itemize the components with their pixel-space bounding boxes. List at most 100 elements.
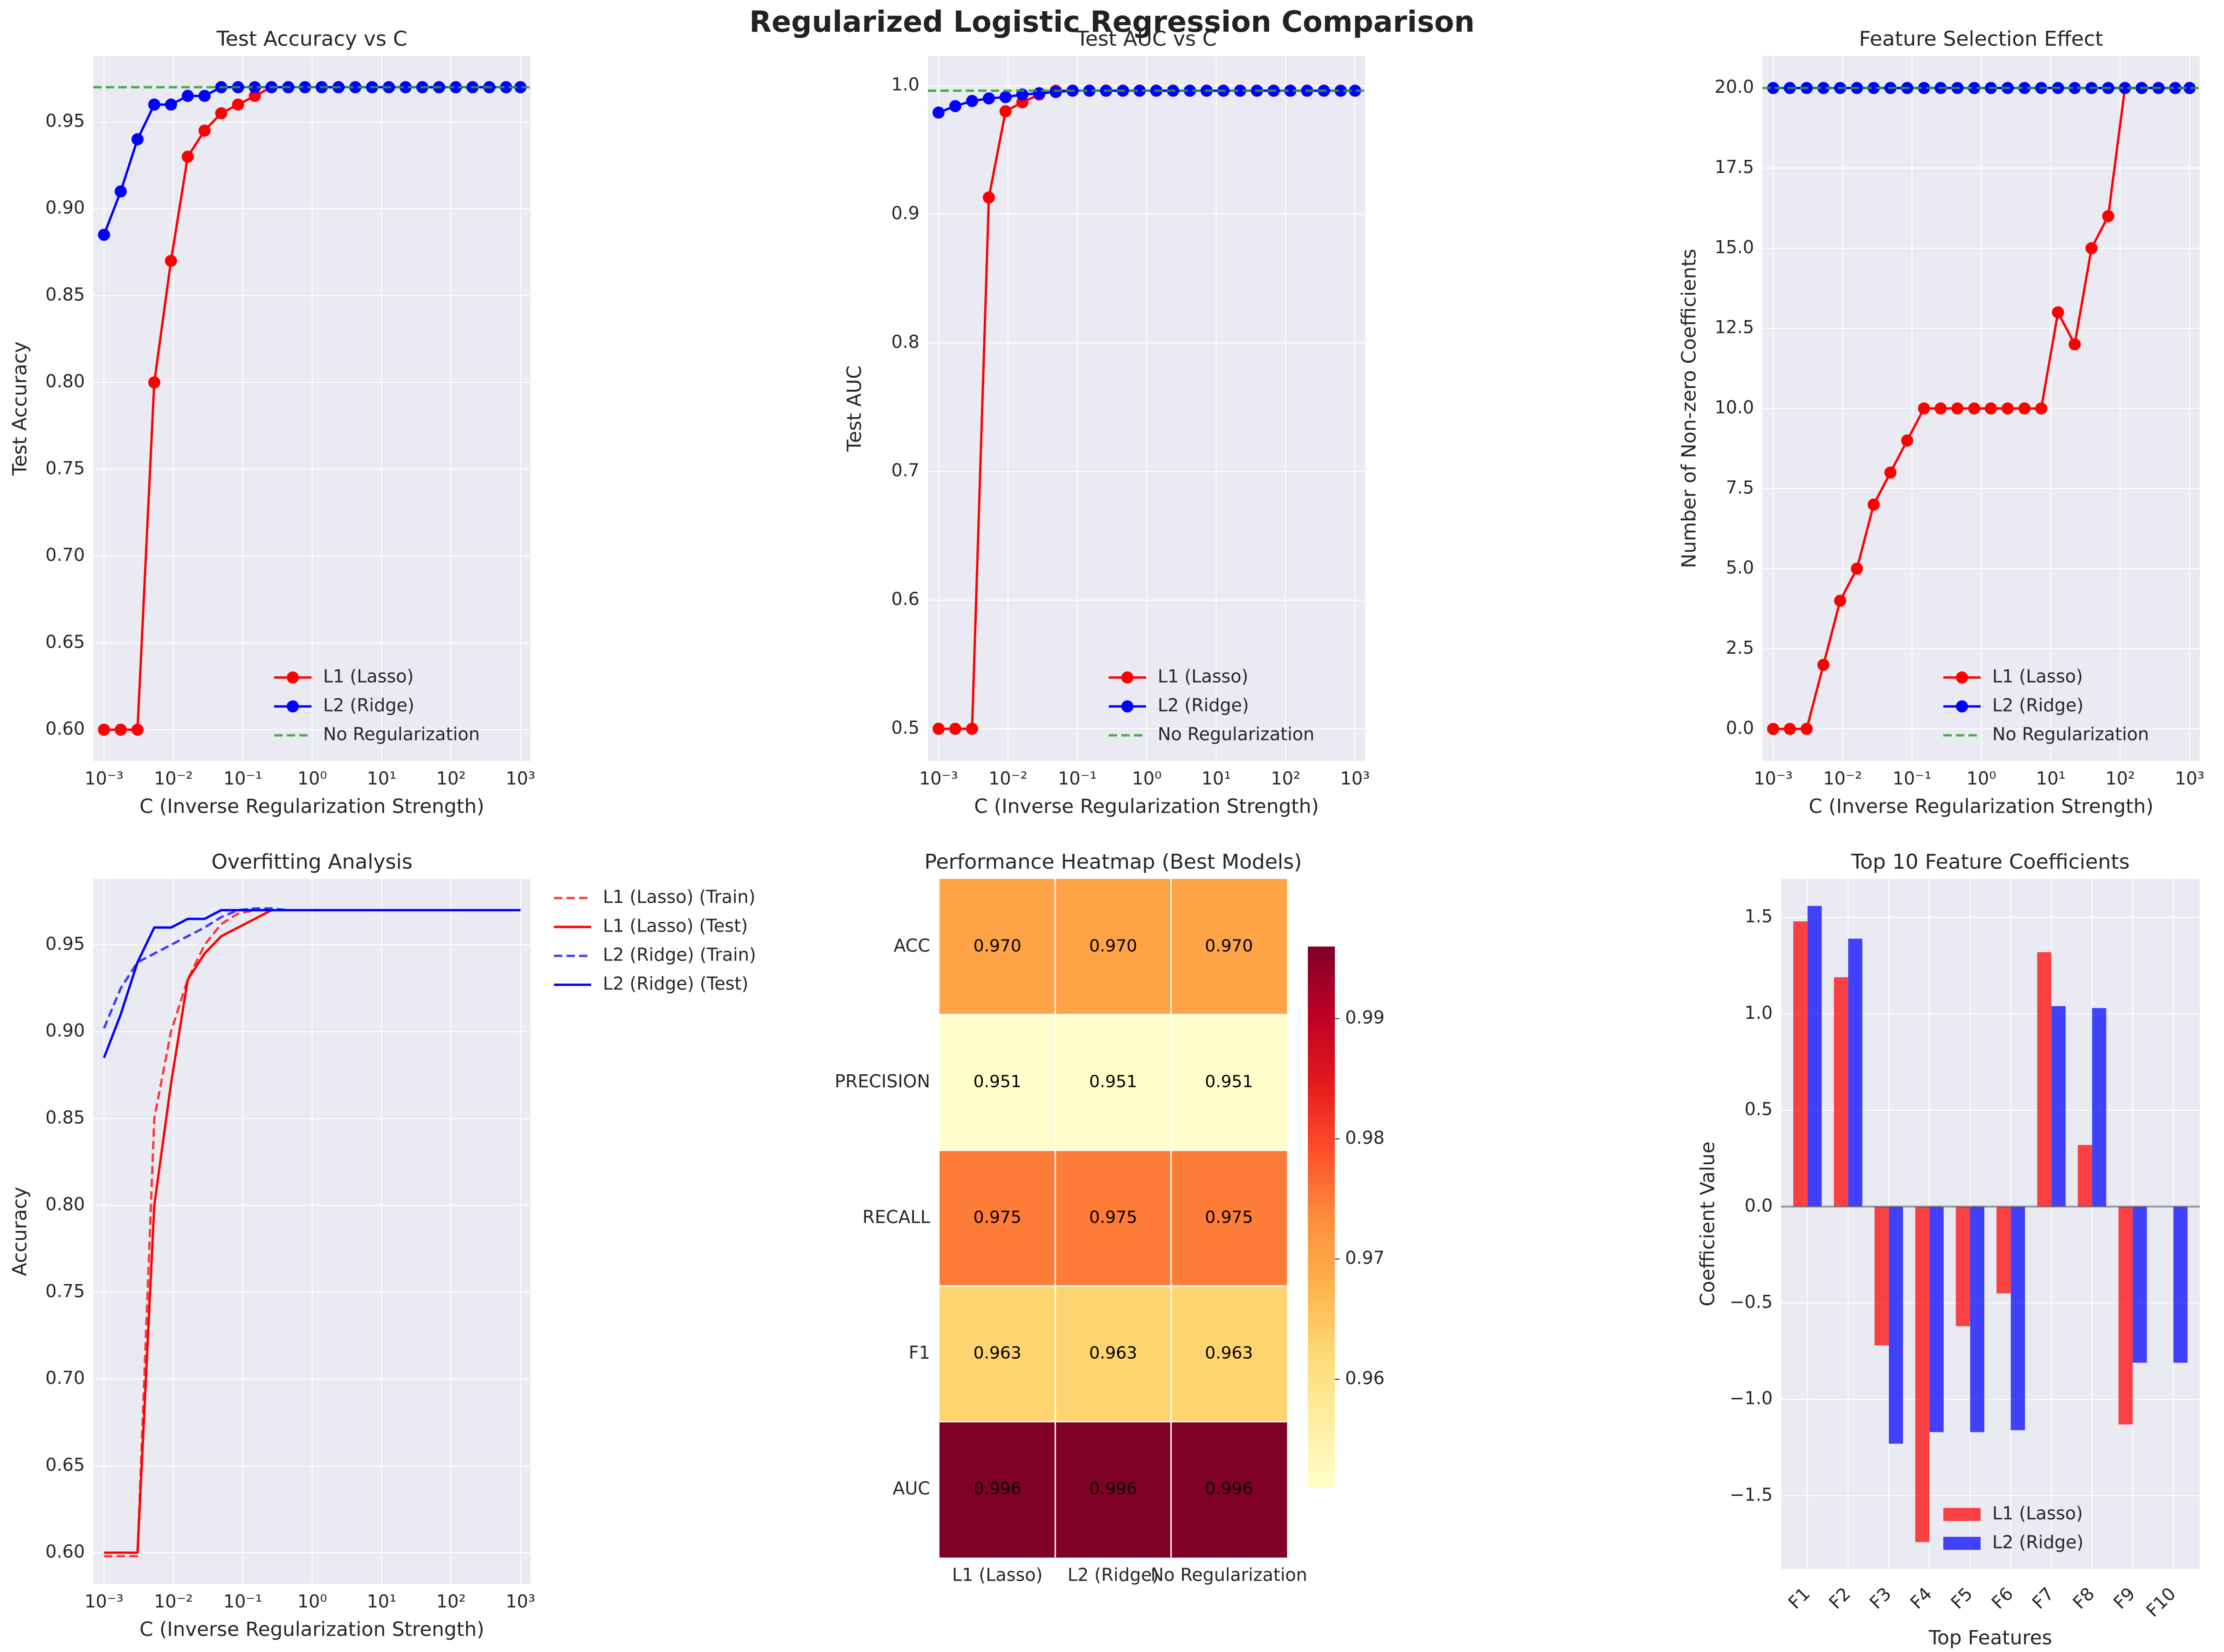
data-point [2001,402,2014,415]
x-tick-label: 10³ [505,768,535,789]
cell-label: 0.975 [1089,1208,1137,1227]
bar [1848,939,1863,1207]
data-point [1918,82,1930,94]
colorbar-segment [1308,1068,1335,1076]
colorbar-segment [1308,1237,1335,1244]
bar [1929,1206,1944,1432]
bar [1874,1206,1889,1346]
data-point [500,81,512,94]
x-tick-label: 10³ [505,1591,535,1612]
x-axis-label: C (Inverse Regularization Strength) [974,795,1319,818]
colorbar-segment [1308,1386,1335,1393]
y-tick-label: 0.65 [45,1454,85,1475]
legend-marker [287,700,299,712]
heatmap-cell [1171,1286,1287,1422]
colorbar-segment [1308,1183,1335,1190]
colorbar-segment [1308,1041,1335,1049]
y-tick-label: 1.5 [1745,906,1773,926]
heatmap-cell [939,1422,1056,1558]
bar [2078,1145,2092,1207]
cell-label: 0.951 [974,1072,1022,1092]
x-tick-label: 10⁰ [1132,768,1162,789]
data-point [2068,338,2081,351]
axes-title: Overfitting Analysis [211,850,412,874]
x-tick-label: 10¹ [367,1591,397,1612]
data-point [148,98,160,111]
data-point [514,81,527,94]
y-tick-label: 20.0 [1714,76,1754,97]
data-point [2169,82,2182,94]
y-tick-label: 0.80 [45,371,85,392]
legend-label: L1 (Lasso) [323,666,414,687]
bar [1996,1206,2011,1293]
cell-label: 0.970 [1089,937,1137,956]
bar [1793,921,1808,1207]
x-tick-label: 10¹ [1202,768,1231,789]
x-tick-label: F3 [1865,1583,1895,1613]
heatmap-cell [1055,1015,1172,1151]
cell-label: 0.970 [1205,937,1253,956]
colorbar-segment [1308,1420,1335,1427]
colorbar-segment [1308,1393,1335,1400]
data-point [1334,84,1347,97]
y-tick-label: −1.0 [1730,1388,1773,1409]
colorbar-tick-label: 0.96 [1345,1368,1385,1389]
y-tick-label: 0.60 [45,1541,85,1562]
y-tick-label: 0.95 [45,111,85,131]
data-point [2035,402,2047,415]
colorbar-segment [1308,1372,1335,1380]
colorbar-segment [1308,1115,1335,1123]
series-line [103,907,521,1029]
y-tick-label: 0.7 [891,460,919,481]
colorbar-segment [1308,1028,1335,1035]
data-point [131,723,144,736]
colorbar-segment [1308,1467,1335,1474]
colorbar-segment [1308,1291,1335,1299]
colorbar-segment [1308,1339,1335,1346]
data-point [2183,82,2196,94]
data-point [215,107,228,119]
colorbar-segment [1308,1048,1335,1055]
row-label: RECALL [863,1207,930,1227]
cell-label: 0.970 [974,937,1022,956]
bar [1955,1206,1970,1327]
data-point [966,95,978,107]
y-tick-label: 0.8 [891,332,919,352]
legend-label: No Regularization [323,724,480,745]
colorbar-tick-label: 0.99 [1345,1007,1385,1028]
colorbar-segment [1308,953,1335,961]
colorbar-segment [1308,1413,1335,1420]
legend-swatch [1943,1537,1981,1550]
x-tick-label: F4 [1906,1583,1936,1613]
colorbar-segment [1308,1142,1335,1150]
legend-label: L1 (Lasso) [1992,666,2083,687]
colorbar-segment [1308,967,1335,974]
colorbar-segment [1308,1352,1335,1360]
cell-label: 0.996 [1089,1479,1137,1499]
data-point [232,98,244,111]
x-axis-label: C (Inverse Regularization Strength) [139,1618,484,1641]
y-tick-label: 1.0 [1745,1002,1773,1023]
colorbar-segment [1308,1332,1335,1339]
x-tick-label: 10³ [1340,768,1370,789]
colorbar-segment [1308,1109,1335,1116]
y-axis-label: Test Accuracy [8,341,31,476]
y-tick-label: 5.0 [1726,557,1754,578]
x-tick-label: 10⁻² [154,1591,193,1612]
colorbar-segment [1308,1082,1335,1089]
legend-label: L2 (Ridge) [1992,695,2084,716]
y-tick-label: 0.60 [45,718,85,739]
row-label: F1 [909,1342,930,1363]
x-tick-label: 10² [2106,768,2135,789]
colorbar-segment [1308,1102,1335,1109]
x-tick-label: 10² [436,768,466,789]
colorbar-segment [1308,974,1335,981]
legend-label: L1 (Lasso) (Train) [603,887,755,907]
heatmap-cell [1055,879,1172,1015]
data-point [1867,498,1880,511]
colorbar-segment [1308,1298,1335,1306]
legend-label: L1 (Lasso) [1158,666,1248,687]
data-point [165,98,177,111]
data-point [299,81,311,94]
colorbar-segment [1308,1312,1335,1319]
